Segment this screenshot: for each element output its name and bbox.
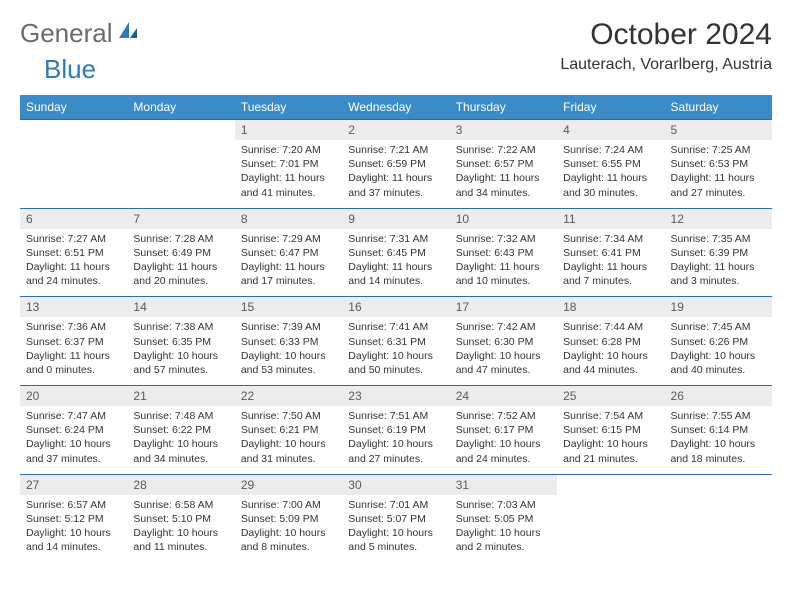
empty-cell [127,140,234,208]
month-title: October 2024 [560,18,772,52]
day-number: 24 [450,386,557,407]
day-number: 19 [665,297,772,318]
day-number: 21 [127,386,234,407]
day-number: 22 [235,386,342,407]
day-number: 25 [557,386,664,407]
day-cell: Sunrise: 7:47 AMSunset: 6:24 PMDaylight:… [20,406,127,474]
day-cell: Sunrise: 7:25 AMSunset: 6:53 PMDaylight:… [665,140,772,208]
day-cell: Sunrise: 7:34 AMSunset: 6:41 PMDaylight:… [557,229,664,297]
empty-cell [20,140,127,208]
logo-sail-icon [117,20,139,47]
day-cell: Sunrise: 7:01 AMSunset: 5:07 PMDaylight:… [342,495,449,563]
day-cell: Sunrise: 7:54 AMSunset: 6:15 PMDaylight:… [557,406,664,474]
day-number: 30 [342,474,449,495]
day-number: 31 [450,474,557,495]
day-number: 11 [557,208,664,229]
day-cell: Sunrise: 6:58 AMSunset: 5:10 PMDaylight:… [127,495,234,563]
day-cell: Sunrise: 7:20 AMSunset: 7:01 PMDaylight:… [235,140,342,208]
day-number: 5 [665,120,772,141]
day-number: 12 [665,208,772,229]
dow-header: Friday [557,95,664,120]
day-cell: Sunrise: 7:00 AMSunset: 5:09 PMDaylight:… [235,495,342,563]
empty-cell [665,495,772,563]
day-cell: Sunrise: 7:38 AMSunset: 6:35 PMDaylight:… [127,317,234,385]
empty-cell [665,474,772,495]
day-cell: Sunrise: 7:41 AMSunset: 6:31 PMDaylight:… [342,317,449,385]
dow-header: Wednesday [342,95,449,120]
day-cell: Sunrise: 7:48 AMSunset: 6:22 PMDaylight:… [127,406,234,474]
dow-header: Tuesday [235,95,342,120]
empty-cell [20,120,127,141]
day-cell: Sunrise: 7:21 AMSunset: 6:59 PMDaylight:… [342,140,449,208]
day-number: 8 [235,208,342,229]
day-cell: Sunrise: 7:42 AMSunset: 6:30 PMDaylight:… [450,317,557,385]
day-cell: Sunrise: 7:45 AMSunset: 6:26 PMDaylight:… [665,317,772,385]
day-number: 4 [557,120,664,141]
calendar-table: SundayMondayTuesdayWednesdayThursdayFrid… [20,95,772,562]
empty-cell [557,474,664,495]
day-cell: Sunrise: 7:44 AMSunset: 6:28 PMDaylight:… [557,317,664,385]
day-cell: Sunrise: 7:39 AMSunset: 6:33 PMDaylight:… [235,317,342,385]
day-cell: Sunrise: 7:31 AMSunset: 6:45 PMDaylight:… [342,229,449,297]
day-number: 1 [235,120,342,141]
day-number: 16 [342,297,449,318]
day-cell: Sunrise: 7:22 AMSunset: 6:57 PMDaylight:… [450,140,557,208]
day-number: 14 [127,297,234,318]
day-cell: Sunrise: 7:32 AMSunset: 6:43 PMDaylight:… [450,229,557,297]
location: Lauterach, Vorarlberg, Austria [560,56,772,74]
day-number: 2 [342,120,449,141]
day-number: 15 [235,297,342,318]
day-cell: Sunrise: 7:51 AMSunset: 6:19 PMDaylight:… [342,406,449,474]
day-cell: Sunrise: 7:27 AMSunset: 6:51 PMDaylight:… [20,229,127,297]
day-number: 29 [235,474,342,495]
dow-header: Thursday [450,95,557,120]
dow-header: Saturday [665,95,772,120]
logo-text-blue: Blue [44,54,96,85]
day-cell: Sunrise: 7:52 AMSunset: 6:17 PMDaylight:… [450,406,557,474]
day-cell: Sunrise: 7:50 AMSunset: 6:21 PMDaylight:… [235,406,342,474]
dow-header: Sunday [20,95,127,120]
day-number: 3 [450,120,557,141]
empty-cell [127,120,234,141]
dow-header: Monday [127,95,234,120]
empty-cell [557,495,664,563]
day-number: 13 [20,297,127,318]
logo-text-general: General [20,18,113,49]
day-cell: Sunrise: 7:35 AMSunset: 6:39 PMDaylight:… [665,229,772,297]
day-number: 27 [20,474,127,495]
day-cell: Sunrise: 7:55 AMSunset: 6:14 PMDaylight:… [665,406,772,474]
day-cell: Sunrise: 7:29 AMSunset: 6:47 PMDaylight:… [235,229,342,297]
day-number: 20 [20,386,127,407]
day-number: 7 [127,208,234,229]
day-number: 6 [20,208,127,229]
title-block: October 2024 Lauterach, Vorarlberg, Aust… [560,18,772,74]
day-cell: Sunrise: 7:03 AMSunset: 5:05 PMDaylight:… [450,495,557,563]
day-number: 9 [342,208,449,229]
day-number: 23 [342,386,449,407]
day-cell: Sunrise: 7:24 AMSunset: 6:55 PMDaylight:… [557,140,664,208]
day-cell: Sunrise: 7:36 AMSunset: 6:37 PMDaylight:… [20,317,127,385]
logo: General [20,18,141,49]
day-number: 28 [127,474,234,495]
day-number: 10 [450,208,557,229]
day-cell: Sunrise: 7:28 AMSunset: 6:49 PMDaylight:… [127,229,234,297]
day-number: 18 [557,297,664,318]
day-cell: Sunrise: 6:57 AMSunset: 5:12 PMDaylight:… [20,495,127,563]
day-number: 26 [665,386,772,407]
day-number: 17 [450,297,557,318]
